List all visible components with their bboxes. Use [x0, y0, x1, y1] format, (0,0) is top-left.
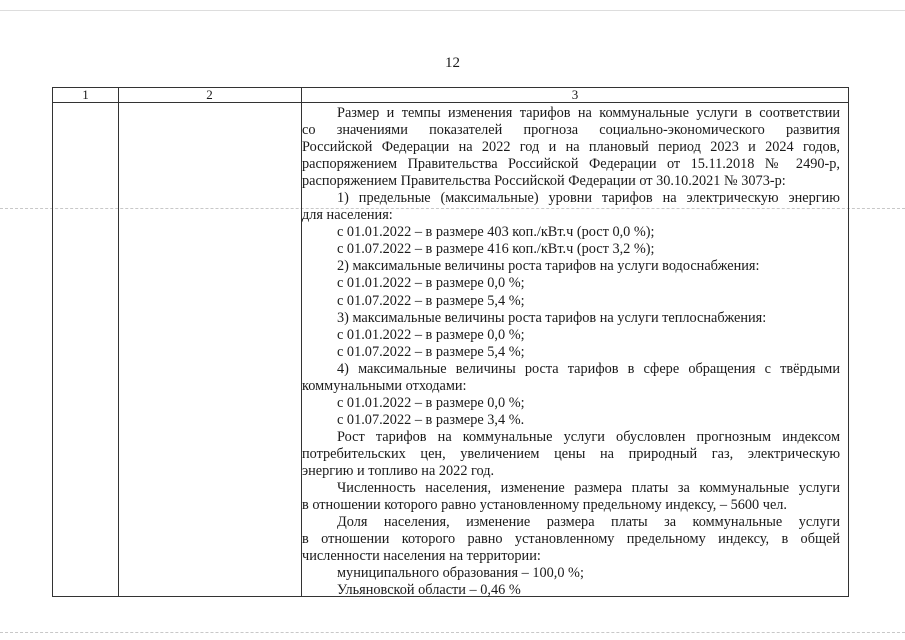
text-line: Доля населения, изменение размера платы …	[337, 514, 840, 531]
text-line: Ульяновской области – 0,46 %	[337, 582, 521, 599]
scan-artifact-line	[0, 632, 905, 633]
text-line: с 01.01.2022 – в размере 0,0 %;	[337, 326, 525, 343]
text-line: со значениями показателей прогноза социа…	[302, 122, 840, 139]
text-line: для населения:	[302, 207, 393, 224]
text-line: коммунальными отходами:	[302, 377, 467, 394]
text-line: потребительских цен, увеличением цены на…	[302, 445, 840, 462]
content-table: 1 2 3 Размер и темпы изменения тарифов н…	[52, 87, 849, 599]
text-line: Российской Федерации на 2022 год и на пл…	[302, 139, 840, 156]
table-header-row: 1 2 3	[53, 88, 848, 103]
header-col-1: 1	[82, 87, 89, 102]
text-line: с 01.07.2022 – в размере 3,4 %.	[337, 411, 525, 428]
text-line: 4) максимальные величины роста тарифов в…	[337, 360, 840, 377]
text-line: 2) максимальные величины роста тарифов н…	[337, 258, 760, 275]
text-line: 3) максимальные величины роста тарифов н…	[337, 309, 767, 326]
header-col-3: 3	[571, 87, 579, 102]
text-line: в отношении которого равно установленном…	[302, 497, 787, 514]
column-divider	[301, 88, 302, 596]
text-line: распоряжением Правительства Российской Ф…	[302, 156, 840, 173]
text-line: Размер и темпы изменения тарифов на комм…	[337, 105, 840, 121]
text-line: с 01.01.2022 – в размере 0,0 %;	[337, 394, 525, 411]
text-line: с 01.07.2022 – в размере 416 коп./кВт.ч …	[337, 241, 655, 258]
column-divider	[118, 88, 119, 596]
page-number: 12	[445, 55, 460, 71]
header-col-2: 2	[206, 87, 213, 102]
scan-artifact-line	[0, 10, 905, 11]
text-line: Численность населения, изменение размера…	[337, 480, 840, 497]
scan-artifact-line	[0, 208, 905, 209]
text-line: с 01.07.2022 – в размере 5,4 %;	[337, 343, 525, 360]
text-line: с 01.07.2022 – в размере 5,4 %;	[337, 292, 525, 309]
text-line: распоряжением Правительства Российской Ф…	[302, 173, 786, 190]
text-line: 1) предельные (максимальные) уровни тари…	[337, 190, 840, 207]
column-3-text: Размер и темпы изменения тарифов на комм…	[302, 105, 840, 599]
text-line: в отношении которого равно установленном…	[302, 531, 840, 548]
text-line: с 01.01.2022 – в размере 403 коп./кВт.ч …	[337, 224, 655, 241]
text-line: с 01.01.2022 – в размере 0,0 %;	[337, 275, 525, 292]
text-line: численности населения на территории:	[302, 548, 541, 565]
text-line: Рост тарифов на коммунальные услуги обус…	[337, 428, 840, 445]
text-line: муниципального образования – 100,0 %;	[337, 565, 584, 582]
text-line: энергию и топливо на 2022 год.	[302, 462, 495, 479]
